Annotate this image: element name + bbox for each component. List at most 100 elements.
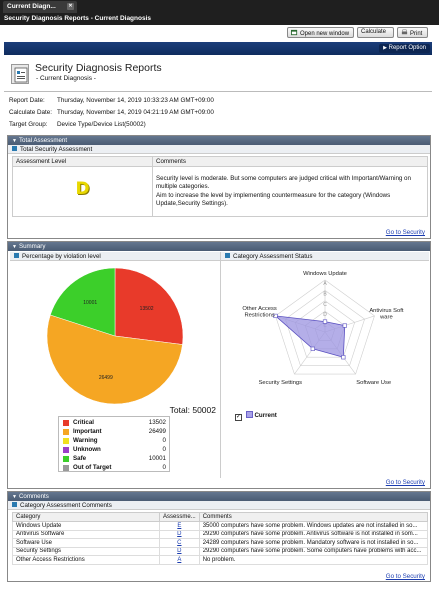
- radar-series-current[interactable]: [274, 315, 346, 358]
- total-assessment-header[interactable]: ▼ Total Assessment: [8, 136, 430, 145]
- table-row: Antivirus Software D 29290 computers have …: [12, 529, 429, 539]
- legend-row-safe: Safe 10001: [59, 455, 169, 463]
- radar-scale-label: B: [323, 291, 327, 297]
- radar-point[interactable]: [273, 313, 278, 319]
- pie-slice-safe[interactable]: [50, 267, 116, 337]
- tab-current-diagnosis[interactable]: Current Diagn... ✕: [3, 1, 77, 13]
- report-header: Security Diagnosis Reports - Current Dia…: [8, 60, 428, 90]
- radar-axis-label: Software Use: [356, 380, 391, 386]
- summary-header[interactable]: ▼ Summary: [8, 242, 430, 251]
- pie-slice-value-label: 26499: [99, 375, 113, 381]
- pie-slice-critical[interactable]: [114, 267, 184, 345]
- page-subtitle: - Current Diagnosis -: [36, 75, 96, 82]
- assessment-grade-link[interactable]: D: [159, 546, 200, 556]
- pie-section-header: Percentage by violation level: [10, 252, 220, 261]
- legend-color-swatch: [63, 456, 69, 462]
- assessment-grade-link[interactable]: E: [159, 521, 200, 531]
- tab-bar: Current Diagn... ✕: [0, 0, 439, 13]
- assessment-grade-link[interactable]: C: [159, 538, 200, 548]
- category-column-header[interactable]: Category: [12, 512, 160, 522]
- radar-scale-label: A: [323, 281, 327, 287]
- legend-color-swatch: [63, 420, 69, 426]
- radar-grid-ring: [275, 279, 375, 375]
- legend-color-swatch: [63, 447, 69, 453]
- assessment-grade-link[interactable]: D: [159, 529, 200, 539]
- category-comments-table: Category Assessme... Comments Windows Up…: [12, 512, 429, 565]
- current-swatch: [245, 411, 253, 418]
- legend-row-out-of-target: Out of Target 0: [59, 464, 169, 472]
- comments-cell: Security level is moderate. But some com…: [152, 166, 428, 217]
- comments-title: Comments: [18, 493, 49, 500]
- table-row: Security Settings D 29290 computers have s…: [12, 546, 429, 556]
- comment-cell: 29290 computers have some problem. Some …: [198, 546, 429, 556]
- comment-cell: No problem.: [198, 555, 429, 565]
- radar-axis-label: Antivirus Soft ware: [369, 308, 404, 321]
- radar-section: Category Assessment Status ABCDEWindows …: [221, 252, 429, 478]
- total-assessment-table: Assessment Level Comments D Security lev…: [12, 156, 428, 217]
- go-to-security-link[interactable]: Go to Security: [385, 229, 425, 236]
- pie-slice-important[interactable]: [46, 314, 183, 405]
- comment-cell: 35000 computers have some problem. Windo…: [198, 521, 429, 531]
- legend-value: 10001: [148, 455, 166, 462]
- legend-value: 26499: [148, 428, 166, 435]
- open-new-window-label: Open new window: [300, 31, 350, 37]
- report-date-value: Thursday, November 14, 2019 10:33:23 AM …: [57, 97, 214, 104]
- legend-value: 0: [162, 437, 166, 444]
- tab-label: Current Diagn...: [7, 3, 56, 10]
- go-to-security-link[interactable]: Go to Security: [385, 479, 425, 486]
- radar-axis-label: Other Access Restrictions: [242, 306, 277, 319]
- close-tab-icon[interactable]: ✕: [67, 3, 74, 10]
- legend-name: Safe: [73, 455, 87, 462]
- open-new-window-button[interactable]: Open new window: [287, 27, 354, 38]
- report-option-button[interactable]: ▶ Report Option: [379, 44, 430, 53]
- legend-color-swatch: [63, 429, 69, 435]
- assessment-level-cell: D: [12, 166, 153, 217]
- legend-row-unknown: Unknown 0: [59, 446, 169, 454]
- comments-column-header[interactable]: Comments: [198, 512, 429, 522]
- print-button[interactable]: Print: [397, 27, 428, 38]
- report-option-label: Report Option: [388, 45, 426, 51]
- legend-color-swatch: [63, 465, 69, 471]
- category-comments-header: Category Assessment Comments: [8, 501, 430, 510]
- radar-point[interactable]: [341, 355, 346, 360]
- current-checkbox[interactable]: ✓: [235, 414, 242, 421]
- report-icon: [11, 64, 29, 84]
- category-comments-title: Category Assessment Comments: [20, 502, 112, 509]
- section-bullet-icon: [225, 253, 230, 258]
- section-bullet-icon: [12, 146, 17, 151]
- radar-point[interactable]: [322, 319, 328, 324]
- category-cell: Software Use: [12, 538, 160, 548]
- violation-pie-chart: 13502 26499 10001: [46, 267, 184, 405]
- comments-header[interactable]: ▼ Comments: [8, 492, 430, 501]
- total-assessment-title: Total Assessment: [18, 137, 68, 144]
- radar-point[interactable]: [310, 346, 315, 351]
- report-date-label: Report Date:: [9, 97, 45, 104]
- collapse-icon: ▼: [12, 494, 17, 500]
- triangle-right-icon: ▶: [383, 45, 387, 51]
- legend-color-swatch: [63, 438, 69, 444]
- go-to-security-link[interactable]: Go to Security: [385, 573, 425, 580]
- comments-header: Comments: [152, 156, 428, 167]
- total-security-assessment-title: Total Security Assessment: [20, 146, 93, 153]
- legend-row-important: Important 26499: [59, 428, 169, 436]
- radar-scale-label: C: [323, 302, 327, 308]
- comment-cell: 29290 computers have some problem. Antiv…: [198, 529, 429, 539]
- comment-line-2: Aim to increase the level by implementin…: [156, 191, 391, 208]
- calculate-button[interactable]: Calculate: [357, 27, 394, 38]
- radar-legend: ✓ Current: [235, 411, 277, 421]
- radar-point[interactable]: [342, 323, 347, 328]
- comment-cell: 24289 computers have some problem. Manda…: [198, 538, 429, 548]
- assessment-grade-link[interactable]: A: [159, 555, 200, 565]
- section-bullet-icon: [14, 253, 19, 258]
- legend-name: Out of Target: [73, 464, 112, 471]
- comment-line-1: Security level is moderate. But some com…: [156, 174, 411, 191]
- total-assessment-panel: ▼ Total Assessment Total Security Assessm…: [7, 135, 431, 239]
- assessment-column-header[interactable]: Assessme...: [159, 512, 200, 522]
- table-row: Windows Update E 35000 computers have some…: [12, 521, 429, 531]
- pie-slice-value-label: 10001: [83, 300, 97, 306]
- toolbar: Open new window Calculate Print: [0, 27, 439, 39]
- printer-icon: [401, 29, 408, 35]
- legend-value: 13502: [148, 419, 166, 426]
- legend-value: 0: [162, 464, 166, 471]
